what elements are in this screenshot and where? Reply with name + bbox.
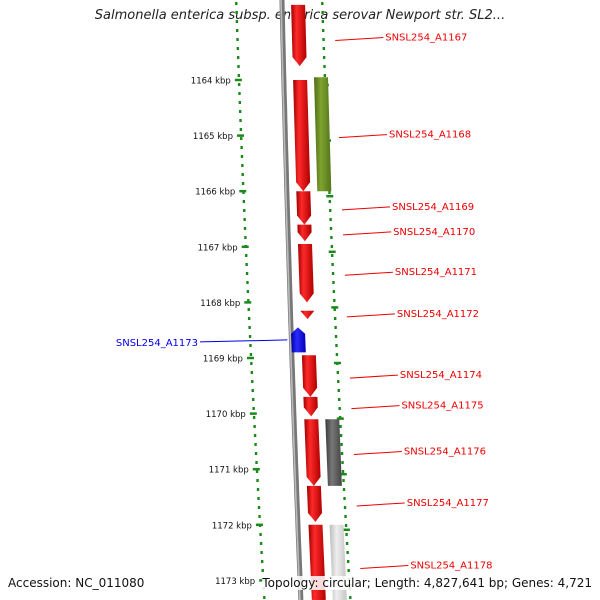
ruler-tick-label: 1169 kbp bbox=[203, 355, 243, 365]
gene-arrow[interactable] bbox=[297, 224, 312, 242]
backbone bbox=[279, 0, 304, 600]
gene-label[interactable]: SNSL254_A1178 bbox=[410, 561, 492, 572]
ruler-tick-label: 1164 kbp bbox=[191, 77, 231, 87]
gene-label[interactable]: SNSL254_A1174 bbox=[400, 370, 482, 381]
gene-leader-line bbox=[341, 206, 391, 211]
gene-labels: SNSL254_A1167 SNSL254_A1168 SNSL254_A1169 S… bbox=[116, 33, 493, 572]
ruler-tick-label: 1167 kbp bbox=[198, 243, 238, 253]
gene-leader-line bbox=[199, 339, 288, 343]
gene-arrow[interactable] bbox=[304, 419, 321, 486]
gene-label[interactable]: SNSL254_A1176 bbox=[404, 447, 486, 458]
gene-leader-line bbox=[344, 271, 393, 276]
accession-text: Accession: NC_011080 bbox=[8, 576, 145, 590]
gene-label[interactable]: SNSL254_A1170 bbox=[393, 227, 475, 238]
gene-label[interactable]: SNSL254_A1173 bbox=[116, 338, 198, 349]
gene-arrow[interactable] bbox=[296, 191, 312, 225]
genome-summary: Topology: circular; Length: 4,827,641 bp… bbox=[262, 576, 592, 590]
ruler-tick-label: 1170 kbp bbox=[206, 410, 246, 420]
gene-arrow[interactable] bbox=[306, 485, 322, 522]
gene-arrow[interactable] bbox=[300, 310, 315, 320]
gene-leader-line bbox=[346, 313, 395, 318]
gene-arrow[interactable] bbox=[291, 4, 307, 67]
gene-label[interactable]: SNSL254_A1177 bbox=[407, 498, 489, 509]
gene-leader-line bbox=[343, 231, 392, 236]
ruler-tick-label: 1173 kbp bbox=[215, 577, 255, 587]
gene-arrow[interactable] bbox=[298, 244, 314, 303]
backbone-line bbox=[279, 0, 304, 600]
feature-track bbox=[314, 77, 347, 600]
gene-leader-line bbox=[356, 502, 405, 507]
ruler-tick-label: 1166 kbp bbox=[195, 188, 235, 198]
gene-label[interactable]: SNSL254_A1171 bbox=[395, 267, 477, 278]
gene-arrow[interactable] bbox=[301, 355, 318, 397]
gene-track bbox=[291, 4, 326, 600]
gene-arrow[interactable] bbox=[303, 396, 318, 417]
gene-label[interactable]: SNSL254_A1167 bbox=[385, 33, 467, 44]
gene-leader-line bbox=[351, 405, 400, 410]
ruler-tick-label: 1168 kbp bbox=[200, 299, 240, 309]
ruler-tick-label: 1171 kbp bbox=[209, 466, 249, 476]
feature-block-olive bbox=[314, 77, 332, 192]
ruler-tick-label: 1165 kbp bbox=[193, 132, 233, 142]
gene-arrow[interactable] bbox=[291, 327, 306, 353]
gene-leader-line bbox=[360, 565, 409, 569]
ruler-tick-label: 1172 kbp bbox=[212, 521, 252, 531]
feature-block-dark bbox=[325, 419, 342, 486]
gene-arrow[interactable] bbox=[293, 80, 311, 192]
gene-leader-line bbox=[335, 37, 384, 42]
gene-leader-line bbox=[353, 451, 402, 456]
gene-leader-line bbox=[338, 134, 388, 139]
gene-label[interactable]: SNSL254_A1175 bbox=[401, 401, 483, 412]
gene-label[interactable]: SNSL254_A1169 bbox=[392, 202, 474, 213]
gene-label[interactable]: SNSL254_A1168 bbox=[389, 130, 471, 141]
ruler: 1164 kbp 1165 kbp 1166 kbp 1167 kbp 1168 kbp… bbox=[191, 2, 354, 599]
gene-label[interactable]: SNSL254_A1172 bbox=[397, 309, 479, 320]
gene-leader-line bbox=[349, 374, 398, 379]
